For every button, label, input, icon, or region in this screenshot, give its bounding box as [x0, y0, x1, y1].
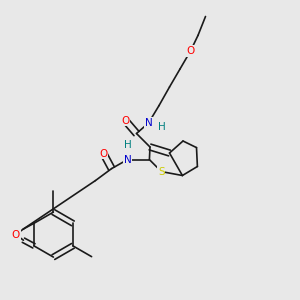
Text: O: O — [99, 148, 108, 159]
Text: S: S — [158, 167, 165, 177]
Text: N: N — [145, 118, 152, 128]
Text: O: O — [12, 230, 20, 240]
Text: N: N — [124, 154, 131, 165]
Text: O: O — [121, 116, 130, 126]
Text: H: H — [124, 140, 131, 151]
Text: O: O — [186, 46, 195, 56]
Text: H: H — [158, 122, 166, 132]
